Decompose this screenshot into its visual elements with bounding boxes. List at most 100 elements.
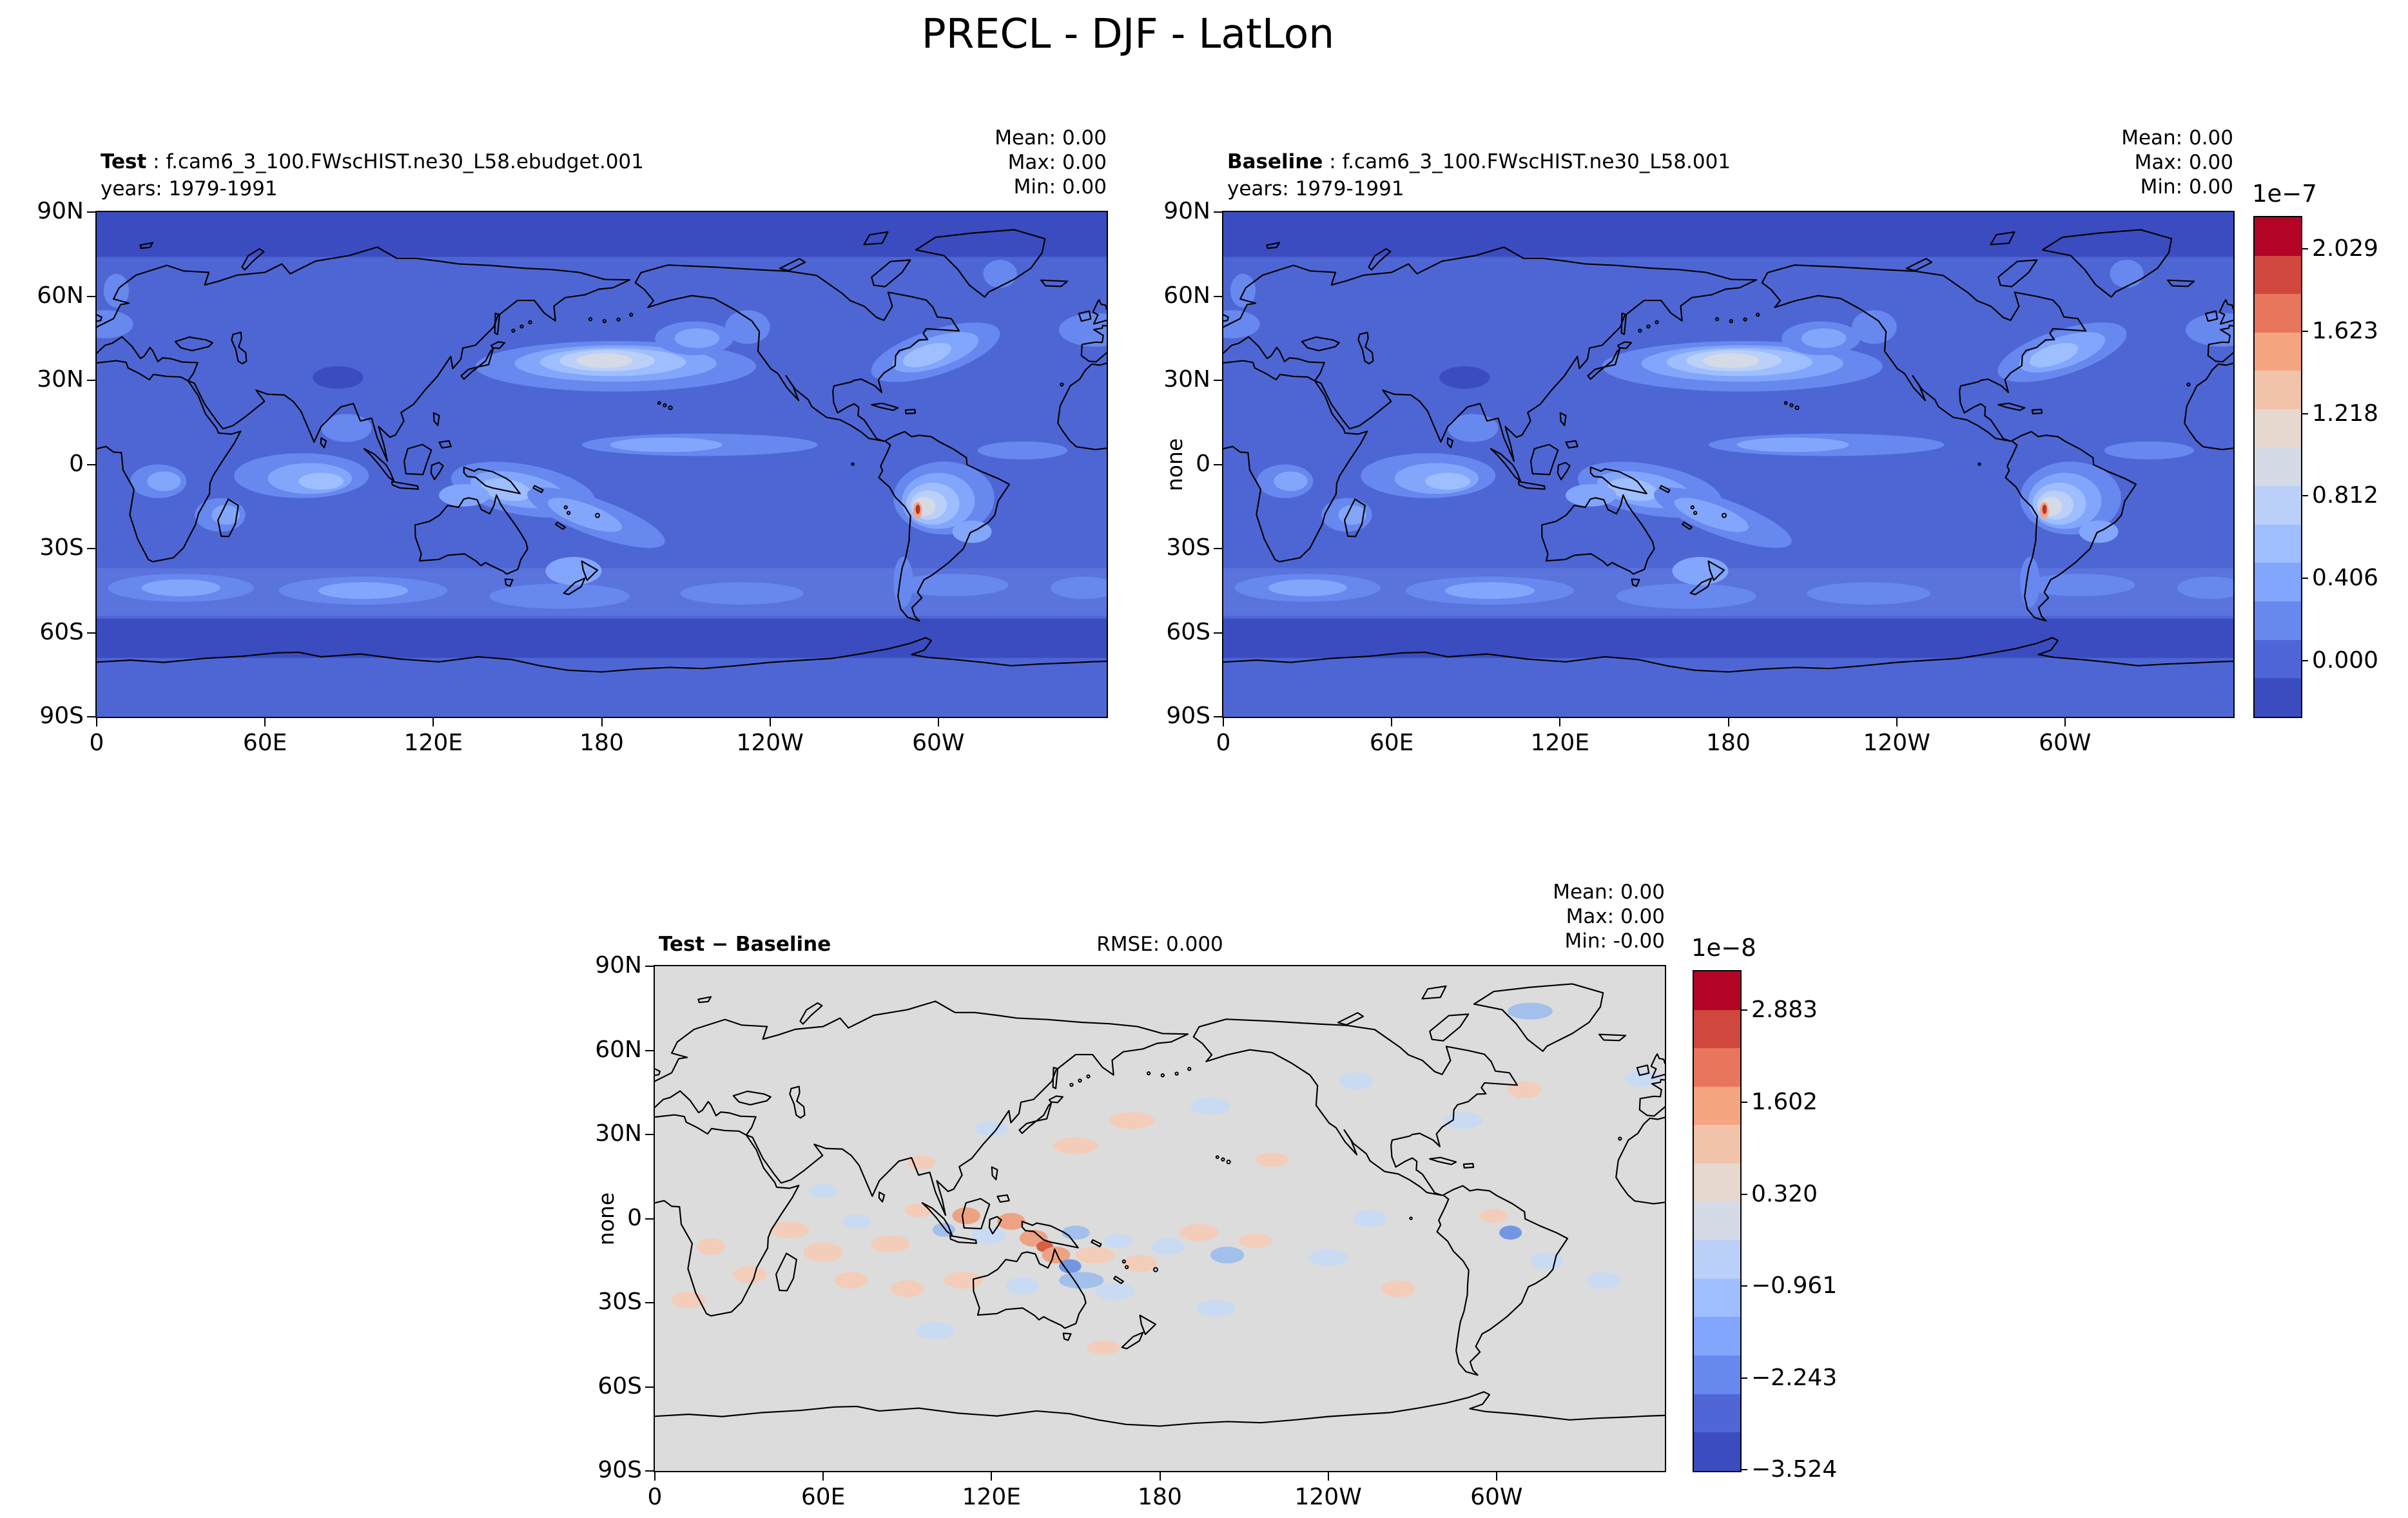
- contour-blob: [1095, 1283, 1135, 1300]
- lat-tick-mark: [1214, 716, 1222, 717]
- lon-tick-mark: [1159, 1472, 1161, 1481]
- colorbar-tick-label: 2.029: [2312, 235, 2379, 262]
- coastline-path: [1540, 494, 1655, 575]
- island-dot: [1086, 1074, 1091, 1079]
- island-dot: [1743, 317, 1747, 322]
- contour-blob: [141, 579, 220, 596]
- island-dot: [1409, 1216, 1413, 1220]
- island-dot: [1794, 405, 1800, 411]
- coastline-path: [414, 494, 529, 575]
- coastline-path: [1192, 1018, 1519, 1196]
- contour-blob: [674, 328, 720, 348]
- colorbar-tick-mark: [1740, 1377, 1747, 1379]
- coastline-path: [1638, 1078, 1665, 1117]
- island-dot: [616, 317, 621, 322]
- panel-diff-title-bold: Test − Baseline: [659, 933, 831, 956]
- lon-tick-label: 180: [1138, 1484, 1182, 1510]
- coastline-path: [1429, 1013, 1470, 1042]
- lat-tick-mark: [1214, 548, 1222, 549]
- lon-tick-mark: [991, 1472, 993, 1481]
- coastline-path: [2041, 229, 2173, 298]
- contour-blob: [1508, 1081, 1542, 1098]
- colorbar-segment: [1694, 1202, 1740, 1241]
- stat-min: Min: 0.00: [1013, 175, 1107, 199]
- colorbar-tick-label: 1.218: [2312, 400, 2379, 427]
- colorbar-segment: [2255, 678, 2301, 717]
- coastline-path: [904, 409, 917, 414]
- contour-blob: [803, 1242, 843, 1262]
- coastline-path: [217, 498, 239, 538]
- coastline-path: [1650, 1053, 1665, 1079]
- contour-blob: [915, 504, 920, 514]
- lat-tick-label: 90N: [1163, 198, 1210, 224]
- coastline-path: [1343, 498, 1366, 538]
- lon-tick-label: 60W: [1470, 1484, 1523, 1510]
- colorbar-segment: [1694, 1432, 1740, 1471]
- contour-blob: [298, 472, 344, 490]
- colorbar-segment: [1694, 1394, 1740, 1433]
- coastline-path: [1048, 1095, 1063, 1104]
- contour-blob: [1042, 1247, 1071, 1264]
- coastline-path: [1092, 299, 1107, 325]
- lon-tick-label: 180: [1706, 730, 1751, 756]
- contour-blob: [977, 441, 1068, 460]
- island-dot: [1215, 1155, 1219, 1160]
- contour-blob: [1566, 483, 1617, 507]
- contour-blob: [1223, 310, 1260, 338]
- contour-blob: [1075, 1247, 1115, 1264]
- coastline-path: [1421, 985, 1447, 1000]
- lon-tick-label: 60W: [912, 730, 965, 756]
- lat-tick-label: 30S: [597, 1289, 642, 1315]
- figure-title: PRECL - DJF - LatLon: [921, 10, 1335, 57]
- island-dot: [1226, 1160, 1231, 1165]
- coastline-path: [732, 1090, 772, 1105]
- coastline-path: [799, 1002, 823, 1025]
- contour-blob: [2029, 342, 2078, 367]
- coastline-path: [1589, 466, 1647, 494]
- contour-blob: [809, 1183, 837, 1198]
- contour-blob: [1607, 478, 1658, 501]
- coastline-path: [1436, 1185, 1569, 1376]
- island-dot: [1069, 1082, 1074, 1087]
- island-dot: [1160, 1073, 1165, 1078]
- colorbar-segment: [1694, 1086, 1740, 1125]
- lat-tick-mark: [645, 1386, 654, 1388]
- contour-blob: [103, 273, 130, 307]
- coastline-path: [1990, 231, 2015, 246]
- island-dot: [1187, 1067, 1192, 1071]
- contour-blob: [1103, 1234, 1132, 1249]
- island-dot: [528, 320, 532, 325]
- contour-blob: [1626, 1069, 1660, 1087]
- coastline-path: [460, 348, 494, 380]
- lon-tick-mark: [1327, 1472, 1329, 1481]
- coastline-path: [532, 485, 544, 494]
- lon-tick-label: 0: [647, 1484, 663, 1510]
- lat-tick-label: 60N: [595, 1036, 642, 1063]
- contour-blob: [1530, 1252, 1564, 1269]
- lat-tick-mark: [87, 548, 95, 549]
- lon-tick-mark: [822, 1472, 824, 1481]
- contour-blob: [1005, 1277, 1040, 1294]
- contour-blob: [1053, 1137, 1098, 1154]
- contour-blob: [680, 582, 804, 605]
- contour-band: [97, 618, 1107, 658]
- coastline-path: [494, 312, 501, 335]
- coastline-path: [1121, 1332, 1144, 1350]
- lat-tick-mark: [87, 380, 95, 381]
- colorbar-segment: [1694, 1240, 1740, 1279]
- contour-blob: [1339, 1073, 1374, 1090]
- colorbar-scale-label: 1e−7: [2252, 180, 2317, 208]
- colorbar-segment: [2255, 294, 2301, 333]
- lon-tick-mark: [1223, 718, 1224, 726]
- contour-blob: [1443, 1112, 1483, 1129]
- lat-tick-label: 30N: [37, 366, 84, 393]
- coastline-path: [1337, 1012, 1364, 1026]
- island-dot: [629, 313, 634, 317]
- coastline-path: [2167, 279, 2195, 287]
- coastline-path: [581, 560, 599, 581]
- colorbar-tick-label: 1.602: [1751, 1089, 1818, 1116]
- coastline-path: [97, 360, 242, 563]
- island-dot: [1174, 1071, 1179, 1076]
- lat-tick-mark: [645, 1218, 654, 1220]
- coastline-path: [1062, 1332, 1072, 1341]
